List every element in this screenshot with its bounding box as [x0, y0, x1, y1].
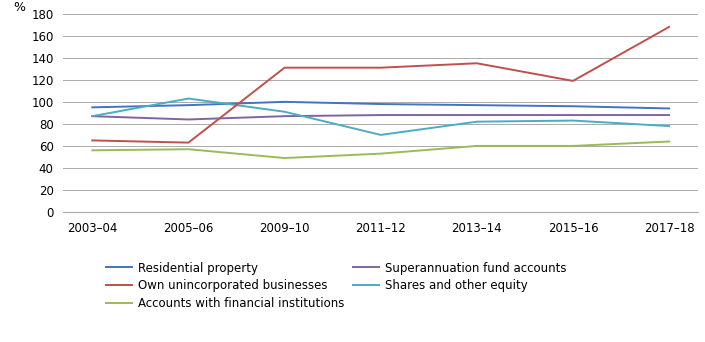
Superannuation fund accounts	[665, 113, 673, 117]
Residential property	[88, 105, 97, 109]
Line: Residential property: Residential property	[92, 102, 669, 108]
Shares and other equity	[184, 96, 192, 101]
Accounts with financial institutions	[472, 144, 481, 148]
Line: Superannuation fund accounts: Superannuation fund accounts	[92, 115, 669, 119]
Accounts with financial institutions	[376, 152, 385, 156]
Own unincorporated businesses	[665, 25, 673, 29]
Residential property	[376, 102, 385, 106]
Superannuation fund accounts	[472, 113, 481, 117]
Superannuation fund accounts	[376, 113, 385, 117]
Superannuation fund accounts	[184, 117, 192, 121]
Own unincorporated businesses	[472, 61, 481, 65]
Accounts with financial institutions	[88, 148, 97, 153]
Shares and other equity	[281, 110, 289, 114]
Shares and other equity	[665, 124, 673, 128]
Shares and other equity	[376, 133, 385, 137]
Legend: Residential property, Own unincorporated businesses, Accounts with financial ins: Residential property, Own unincorporated…	[106, 262, 567, 310]
Shares and other equity	[569, 119, 577, 123]
Text: %: %	[13, 1, 25, 14]
Own unincorporated businesses	[281, 66, 289, 70]
Residential property	[281, 100, 289, 104]
Superannuation fund accounts	[281, 114, 289, 118]
Accounts with financial institutions	[184, 147, 192, 151]
Accounts with financial institutions	[569, 144, 577, 148]
Residential property	[569, 104, 577, 108]
Own unincorporated businesses	[376, 66, 385, 70]
Accounts with financial institutions	[281, 156, 289, 160]
Residential property	[472, 103, 481, 107]
Own unincorporated businesses	[88, 139, 97, 143]
Superannuation fund accounts	[88, 114, 97, 118]
Residential property	[184, 103, 192, 107]
Accounts with financial institutions	[665, 140, 673, 144]
Shares and other equity	[472, 120, 481, 124]
Shares and other equity	[88, 114, 97, 118]
Superannuation fund accounts	[569, 113, 577, 117]
Line: Own unincorporated businesses: Own unincorporated businesses	[92, 27, 669, 143]
Line: Accounts with financial institutions: Accounts with financial institutions	[92, 142, 669, 158]
Line: Shares and other equity: Shares and other equity	[92, 98, 669, 135]
Own unincorporated businesses	[184, 141, 192, 145]
Own unincorporated businesses	[569, 79, 577, 83]
Residential property	[665, 106, 673, 110]
